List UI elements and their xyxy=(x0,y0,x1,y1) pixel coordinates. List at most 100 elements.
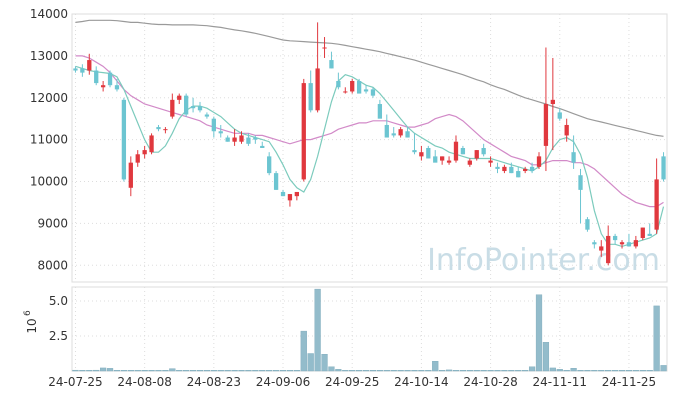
volume-bar xyxy=(473,370,480,372)
price-panel-frame xyxy=(71,13,668,283)
date-tick-label: 24-11-25 xyxy=(602,375,656,389)
volume-bar xyxy=(618,370,626,372)
volume-bar xyxy=(639,370,646,372)
price-tick-label: 10000 xyxy=(30,175,68,189)
candle-body xyxy=(273,173,279,190)
volume-bar xyxy=(106,368,114,372)
volume-bar xyxy=(584,370,591,372)
volume-bar xyxy=(646,370,653,372)
candle xyxy=(239,131,244,144)
candle-body xyxy=(467,160,472,165)
candle xyxy=(163,127,168,134)
candle xyxy=(536,152,542,169)
candle-body xyxy=(460,148,466,155)
candle-body xyxy=(377,104,383,119)
candle xyxy=(280,189,286,197)
candle xyxy=(87,53,92,75)
candle xyxy=(550,57,555,151)
candle-body xyxy=(184,95,189,115)
candle-body xyxy=(232,137,237,142)
volume-axis-exponent: 6 xyxy=(23,310,33,316)
candle-body xyxy=(246,137,251,144)
volume-bar xyxy=(439,370,446,372)
volume-bar xyxy=(210,370,217,372)
candle-body xyxy=(149,135,154,153)
volume-bar xyxy=(286,370,294,372)
candle-body xyxy=(529,166,535,172)
volume-bar xyxy=(556,369,563,372)
date-tick-label: 24-09-06 xyxy=(256,375,310,389)
candle xyxy=(564,118,569,142)
candle xyxy=(585,217,590,232)
candle xyxy=(384,114,389,138)
candle xyxy=(135,150,140,167)
candle xyxy=(557,108,562,121)
volume-bar xyxy=(141,370,148,372)
volume-bar xyxy=(196,370,204,372)
candle xyxy=(204,112,210,119)
date-tick-label: 24-11-11 xyxy=(533,375,587,389)
candle xyxy=(343,87,348,94)
date-tick-label: 24-07-25 xyxy=(48,375,102,389)
candle-body xyxy=(495,166,500,169)
date-tick-label: 24-08-08 xyxy=(117,375,171,389)
candle xyxy=(197,101,203,113)
candle-body xyxy=(87,60,92,71)
candle-body xyxy=(267,156,272,174)
volume-bar xyxy=(549,367,556,372)
date-tick-label: 24-08-23 xyxy=(187,375,241,389)
candle-body xyxy=(121,99,127,180)
volume-bar xyxy=(445,369,453,372)
candle-body xyxy=(211,118,216,132)
volume-tick-label: 5.0 xyxy=(49,294,68,308)
candle-body xyxy=(412,150,417,153)
volume-panel-frame xyxy=(71,286,668,372)
candle xyxy=(446,156,452,165)
volume-bar xyxy=(113,370,121,372)
candle-body xyxy=(315,68,320,111)
candle-body xyxy=(336,81,341,88)
volume-bar xyxy=(86,370,93,372)
candle-body xyxy=(322,47,327,49)
volume-bar xyxy=(169,368,176,372)
price-tick-label: 11000 xyxy=(30,133,68,147)
candle xyxy=(654,158,659,234)
volume-layer xyxy=(72,288,667,372)
volume-bar xyxy=(245,370,252,372)
volume-bar xyxy=(376,370,383,372)
candle-body xyxy=(536,156,542,167)
candle-body xyxy=(301,83,306,180)
volume-bar xyxy=(176,370,183,372)
candle xyxy=(336,72,341,90)
candle xyxy=(232,129,237,146)
volume-bar xyxy=(79,370,86,372)
candle-body xyxy=(218,131,223,134)
candle-body xyxy=(73,68,78,71)
candle-body xyxy=(606,235,611,264)
candle xyxy=(474,150,479,161)
price-tick-label: 13000 xyxy=(30,49,68,63)
candle xyxy=(211,116,216,138)
volume-bar xyxy=(570,368,577,372)
candle xyxy=(419,145,424,161)
volume-bar xyxy=(577,370,584,372)
candle-body xyxy=(280,191,286,197)
candle xyxy=(633,235,639,249)
candle xyxy=(114,78,120,92)
candle-body xyxy=(100,85,106,88)
candle-body xyxy=(619,242,625,245)
candle-body xyxy=(260,145,265,148)
candle-body xyxy=(197,106,203,111)
candle xyxy=(322,37,327,58)
volume-bar xyxy=(605,370,612,372)
candle-body xyxy=(640,227,645,239)
volume-bar xyxy=(466,370,473,372)
candle xyxy=(170,93,175,119)
candle xyxy=(260,141,265,148)
candle-body xyxy=(329,60,334,69)
volume-bar xyxy=(660,365,667,372)
candle xyxy=(94,66,99,86)
axis-layer: 14000 13000 12000 11000 10000 9000 8000 5.0 2.5 2… xyxy=(30,7,656,389)
volume-bar xyxy=(266,370,273,372)
